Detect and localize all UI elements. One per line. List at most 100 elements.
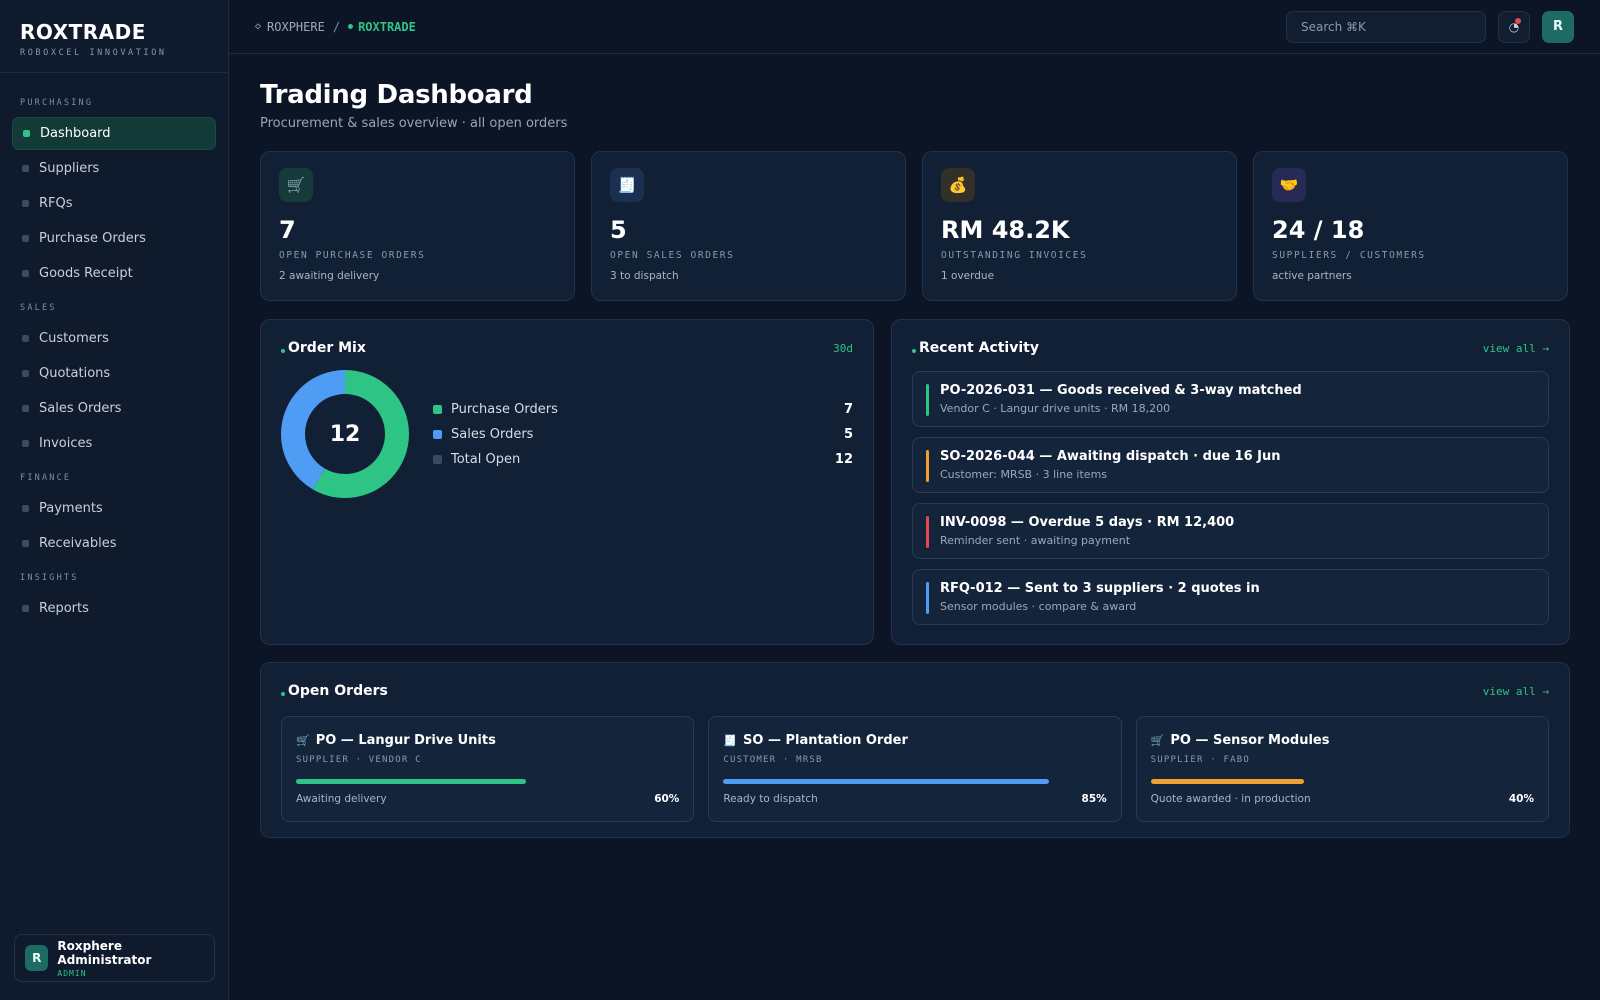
open-orders-title: Open Orders [281,683,388,699]
donut-center-value: 12 [329,421,361,447]
order-footer: Ready to dispatch 85% [723,793,1106,805]
avatar[interactable]: R [1542,10,1574,43]
activity-item[interactable]: SO-2026-044 — Awaiting dispatch · due 16… [912,437,1549,493]
bullet-icon [22,440,29,447]
activity-title: SO-2026-044 — Awaiting dispatch · due 16… [940,449,1281,464]
order-title-text: PO — Langur Drive Units [315,733,496,748]
sidebar-item-sales-orders[interactable]: Sales Orders [12,392,216,425]
order-status: Ready to dispatch [723,793,818,805]
order-card[interactable]: 🧾 SO — Plantation Order CUSTOMER · MRSB Rea… [708,716,1122,822]
sidebar-item-rfqs[interactable]: RFQs [12,187,216,220]
order-footer: Awaiting delivery 60% [296,793,679,805]
notifications-button[interactable]: ◔ [1498,10,1530,43]
title-dot-icon [281,691,285,696]
sidebar: ROXTRADE ROBOXCEL INNOVATION PURCHASING D… [0,0,229,1000]
sidebar-item-purchase-orders[interactable]: Purchase Orders [12,222,216,255]
activity-item[interactable]: INV-0098 — Overdue 5 days · RM 12,400 Rem… [912,503,1549,559]
activity-title: Recent Activity [912,340,1039,356]
order-meta: SUPPLIER · VENDOR C [296,755,422,765]
legend-label: Purchase Orders [451,401,558,417]
stat-value: 7 [279,216,296,244]
legend-label: Total Open [451,451,521,467]
activity-item[interactable]: PO-2026-031 — Goods received & 3-way mat… [912,371,1549,427]
bullet-icon [22,335,29,342]
nav-group: SALES Customers Quotations Sales Orders Invo… [12,300,216,460]
sidebar-item-label: Payments [39,501,103,516]
sidebar-item-invoices[interactable]: Invoices [12,427,216,460]
notification-dot-icon [1515,17,1521,24]
donut-chart: 12 [281,370,409,498]
sidebar-item-suppliers[interactable]: Suppliers [12,152,216,185]
order-mix-title-text: Order Mix [288,340,366,356]
nav-section-title: PURCHASING [20,98,94,108]
legend-value: 5 [843,426,853,442]
activity-status-bar [926,582,929,614]
order-mix-range[interactable]: 30d [833,341,853,355]
activity-item[interactable]: RFQ-012 — Sent to 3 suppliers · 2 quotes… [912,569,1549,625]
bullet-icon [23,130,30,137]
order-title: 🧾 SO — Plantation Order [723,733,1106,748]
title-dot-icon [912,348,916,353]
cart-icon: 🛒 [279,168,313,202]
order-progress-percent: 60% [654,793,680,805]
cart-icon: 🛒 [1150,734,1165,747]
legend-item: Total Open 12 [433,447,853,472]
donut-slice-sales-orders [281,370,409,498]
order-mix-header: Order Mix 30d [281,338,853,358]
sidebar-item-goods-receipt[interactable]: Goods Receipt [12,257,216,290]
activity-title: PO-2026-031 — Goods received & 3-way mat… [940,383,1302,398]
stat-card[interactable]: 🤝 24 / 18 SUPPLIERS / CUSTOMERS active part… [1253,151,1568,301]
activity-subtitle: Customer: MRSB · 3 line items [940,468,1108,481]
title-dot-icon [281,348,285,353]
nav-section-title: FINANCE [20,473,72,483]
bullet-icon [22,505,29,512]
activity-view-all-link[interactable]: view all → [1482,341,1549,355]
activity-subtitle: Reminder sent · awaiting payment [940,534,1131,547]
activity-status-bar [926,384,929,416]
legend-item: Purchase Orders 7 [433,397,853,422]
stats-row: 🛒 7 OPEN PURCHASE ORDERS 2 awaiting deliver… [260,151,1570,301]
breadcrumb-separator: / [332,19,341,34]
progress-bar [1150,779,1534,784]
stat-note: active partners [1272,270,1352,282]
breadcrumb-current: ROXTRADE [348,20,416,34]
sidebar-item-dashboard[interactable]: Dashboard [12,117,216,150]
order-meta: SUPPLIER · FABO [1150,755,1250,765]
order-mix-panel: Order Mix 30d 12 Purchase Orders 7 Sales O… [260,319,874,645]
activity-status-bar [926,516,929,548]
page-subtitle: Procurement & sales overview · all open … [260,116,568,131]
open-orders-list: 🛒 PO — Langur Drive Units SUPPLIER · VENDO… [281,716,1549,822]
order-progress-percent: 85% [1081,793,1107,805]
sidebar-item-quotations[interactable]: Quotations [12,357,216,390]
nav-group: INSIGHTS Reports [12,570,216,625]
order-card[interactable]: 🛒 PO — Langur Drive Units SUPPLIER · VENDO… [281,716,695,822]
order-card[interactable]: 🛒 PO — Sensor Modules SUPPLIER · FABO Quote… [1135,716,1549,822]
order-progress-percent: 40% [1508,793,1534,805]
sidebar-item-reports[interactable]: Reports [12,592,216,625]
breadcrumb-root[interactable]: ROXPHERE [267,19,325,34]
order-title-text: PO — Sensor Modules [1170,733,1330,748]
sidebar-item-label: Purchase Orders [39,231,146,246]
sidebar-item-label: Dashboard [40,126,111,141]
open-orders-header: Open Orders view all → [281,681,1549,701]
legend-value: 7 [843,401,853,417]
breadcrumb: ◇ ROXPHERE / ROXTRADE [255,20,416,34]
cart-icon: 🛒 [296,734,310,747]
search-input[interactable] [1286,10,1486,43]
sidebar-item-customers[interactable]: Customers [12,322,216,355]
stat-value: 5 [610,216,627,244]
sidebar-item-receivables[interactable]: Receivables [12,527,216,560]
order-footer: Quote awarded · in production 40% [1151,793,1534,805]
stat-card[interactable]: 💰 RM 48.2K OUTSTANDING INVOICES 1 overdue [922,151,1237,301]
legend-swatch [433,429,442,439]
sidebar-item-label: Reports [39,601,89,616]
order-title-text: SO — Plantation Order [743,733,908,748]
stat-label: OPEN SALES ORDERS [610,250,735,261]
open-orders-view-all-link[interactable]: view all → [1482,684,1549,698]
stat-card[interactable]: 🛒 7 OPEN PURCHASE ORDERS 2 awaiting deliver… [260,151,575,301]
user-card[interactable]: R Roxphere Administrator ADMIN [14,934,215,982]
sidebar-item-label: Invoices [39,436,93,451]
sidebar-item-payments[interactable]: Payments [12,492,216,525]
stat-card[interactable]: 🧾 5 OPEN SALES ORDERS 3 to dispatch [591,151,906,301]
activity-status-bar [926,450,929,482]
